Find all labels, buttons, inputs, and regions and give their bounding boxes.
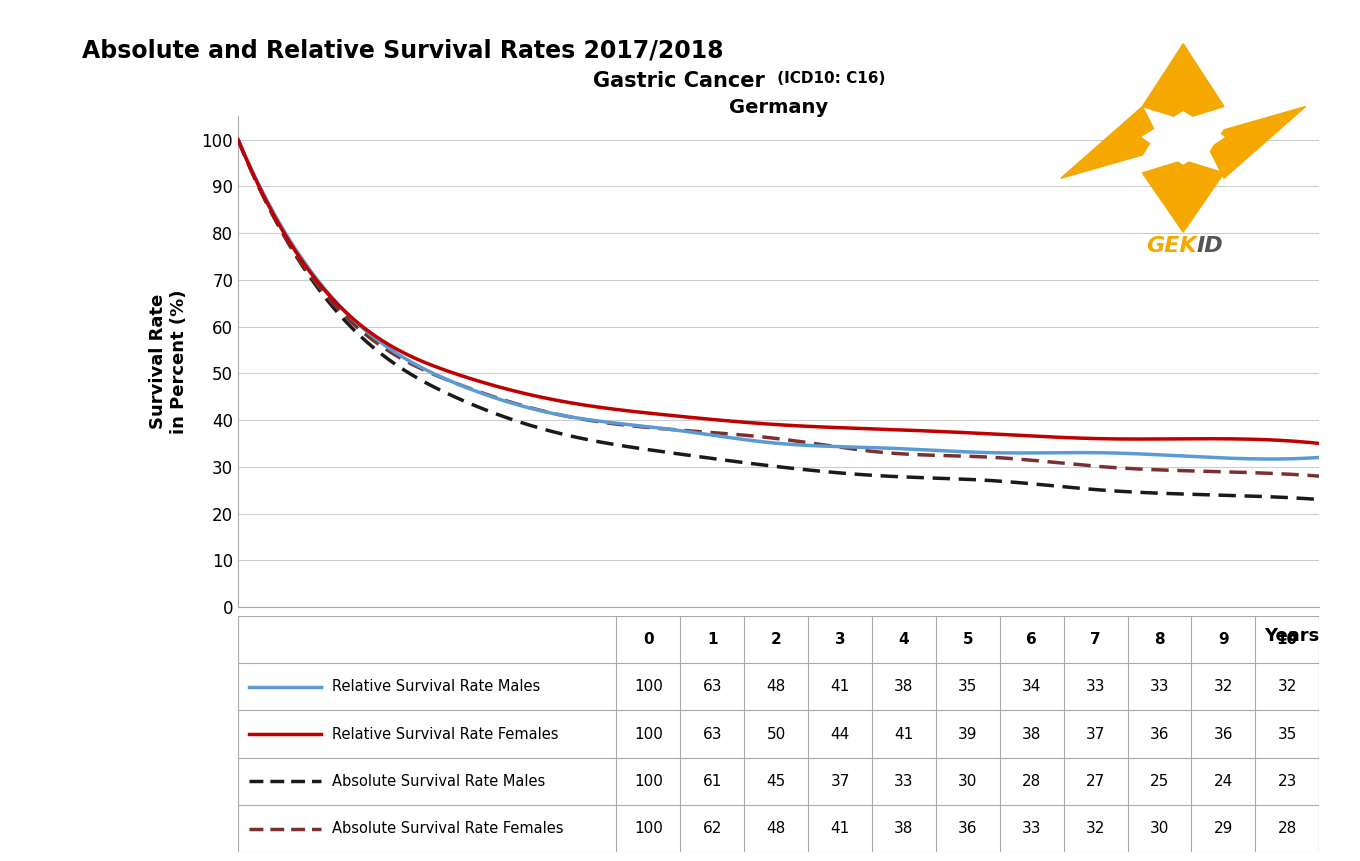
Text: Relative Survival Rate Males: Relative Survival Rate Males xyxy=(332,679,540,694)
Text: 32: 32 xyxy=(1213,679,1234,694)
Text: 23: 23 xyxy=(1277,774,1297,789)
Text: 0: 0 xyxy=(643,632,654,647)
Text: ID: ID xyxy=(1197,236,1224,256)
Text: 41: 41 xyxy=(831,821,850,836)
Text: 61: 61 xyxy=(703,774,722,789)
Text: 100: 100 xyxy=(634,774,662,789)
Text: 48: 48 xyxy=(767,821,786,836)
Text: 6: 6 xyxy=(1027,632,1038,647)
Text: 33: 33 xyxy=(894,774,914,789)
Text: 36: 36 xyxy=(1213,727,1234,741)
Text: 32: 32 xyxy=(1085,821,1106,836)
Text: 30: 30 xyxy=(1149,821,1170,836)
Text: (ICD10: C16): (ICD10: C16) xyxy=(772,71,885,85)
Y-axis label: Survival Rate
in Percent (%): Survival Rate in Percent (%) xyxy=(148,289,188,434)
Text: 50: 50 xyxy=(767,727,786,741)
Text: Relative Survival Rate Females: Relative Survival Rate Females xyxy=(332,727,559,741)
Text: 48: 48 xyxy=(767,679,786,694)
Text: 36: 36 xyxy=(1149,727,1170,741)
Text: GEK: GEK xyxy=(1146,236,1197,256)
Text: 33: 33 xyxy=(1021,821,1042,836)
Text: 37: 37 xyxy=(831,774,850,789)
Polygon shape xyxy=(1142,160,1224,232)
Text: 38: 38 xyxy=(895,821,914,836)
Text: 29: 29 xyxy=(1213,821,1234,836)
Text: 63: 63 xyxy=(703,679,722,694)
Text: 8: 8 xyxy=(1155,632,1164,647)
Text: 100: 100 xyxy=(634,679,662,694)
Text: 34: 34 xyxy=(1021,679,1042,694)
Text: 10: 10 xyxy=(1277,632,1297,647)
Polygon shape xyxy=(1142,44,1224,119)
Text: 37: 37 xyxy=(1085,727,1106,741)
Text: 25: 25 xyxy=(1149,774,1170,789)
Text: 39: 39 xyxy=(957,727,978,741)
Text: Germany: Germany xyxy=(729,98,828,117)
Text: 9: 9 xyxy=(1219,632,1228,647)
Text: Absolute Survival Rate Males: Absolute Survival Rate Males xyxy=(332,774,545,789)
Text: 100: 100 xyxy=(634,727,662,741)
Polygon shape xyxy=(1061,107,1156,178)
Text: 7: 7 xyxy=(1091,632,1100,647)
Text: 24: 24 xyxy=(1213,774,1234,789)
Text: Absolute Survival Rate Females: Absolute Survival Rate Females xyxy=(332,821,563,836)
Text: 100: 100 xyxy=(634,821,662,836)
Text: 28: 28 xyxy=(1277,821,1297,836)
Text: Absolute and Relative Survival Rates 2017/2018: Absolute and Relative Survival Rates 201… xyxy=(82,39,724,63)
Text: 27: 27 xyxy=(1087,774,1106,789)
Text: 38: 38 xyxy=(1021,727,1042,741)
Text: 63: 63 xyxy=(703,727,722,741)
Text: 45: 45 xyxy=(767,774,786,789)
Text: 41: 41 xyxy=(831,679,850,694)
Polygon shape xyxy=(1142,112,1224,164)
Text: 3: 3 xyxy=(835,632,846,647)
Text: 33: 33 xyxy=(1149,679,1170,694)
Text: 33: 33 xyxy=(1085,679,1106,694)
Text: Gastric Cancer: Gastric Cancer xyxy=(593,71,764,90)
Text: 35: 35 xyxy=(959,679,978,694)
Text: 35: 35 xyxy=(1277,727,1297,741)
Text: 38: 38 xyxy=(895,679,914,694)
Text: 41: 41 xyxy=(895,727,914,741)
Text: 62: 62 xyxy=(703,821,722,836)
Polygon shape xyxy=(1210,107,1306,178)
Text: 5: 5 xyxy=(963,632,974,647)
Text: Years: Years xyxy=(1263,627,1319,645)
Text: 32: 32 xyxy=(1277,679,1297,694)
Text: 44: 44 xyxy=(831,727,850,741)
Text: 4: 4 xyxy=(899,632,910,647)
Text: 36: 36 xyxy=(957,821,978,836)
Text: 30: 30 xyxy=(959,774,978,789)
Text: 2: 2 xyxy=(771,632,782,647)
Text: 28: 28 xyxy=(1023,774,1042,789)
Text: 1: 1 xyxy=(707,632,718,647)
